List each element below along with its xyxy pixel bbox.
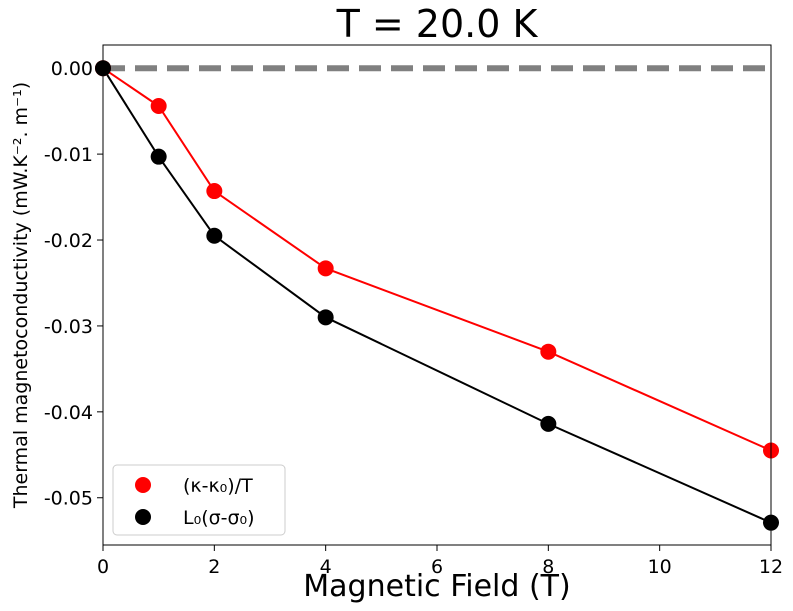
series-1-point xyxy=(540,415,557,432)
series-0-point xyxy=(540,343,557,360)
y-tick-label: -0.04 xyxy=(44,402,93,424)
y-axis-label: Thermal magnetoconductivity (mW.K⁻². m⁻¹… xyxy=(10,82,32,509)
series-1-point xyxy=(206,227,223,244)
series-0-point xyxy=(150,97,167,114)
x-tick-label: 12 xyxy=(759,556,783,578)
x-tick-label: 0 xyxy=(97,556,109,578)
legend-box xyxy=(112,464,286,536)
series-line-0 xyxy=(102,67,772,452)
plot-area: 0 2 4 6 8 10 12 0.00 -0.01 -0.02 -0.03 -0.04 -0.05 xyxy=(44,44,783,578)
series-0-point xyxy=(317,260,334,277)
legend-label: L₀(σ-σ₀) xyxy=(183,507,255,529)
legend-marker xyxy=(135,509,151,525)
x-tick-label: 8 xyxy=(542,556,554,578)
y-tick-label: -0.02 xyxy=(44,230,93,252)
legend-marker xyxy=(135,477,151,493)
x-tick-label: 2 xyxy=(208,556,220,578)
series-1-point xyxy=(317,309,334,326)
y-axis-label-group: Thermal magnetoconductivity (mW.K⁻². m⁻¹… xyxy=(10,82,32,509)
x-tick-label: 6 xyxy=(431,556,443,578)
y-tick-label: -0.05 xyxy=(44,488,93,510)
chart-title: T = 20.0 K xyxy=(336,2,539,46)
x-axis-label: Magnetic Field (T) xyxy=(303,569,570,604)
x-tick-label: 10 xyxy=(648,556,672,578)
x-tick-label: 4 xyxy=(320,556,332,578)
legend-label: (κ-κ₀)/T xyxy=(183,475,253,497)
series-line-1 xyxy=(102,67,772,524)
y-tick-label: -0.03 xyxy=(44,316,93,338)
legend: (κ-κ₀)/T L₀(σ-σ₀) xyxy=(112,464,286,536)
y-tick-label: -0.01 xyxy=(44,144,93,166)
y-tick-label: 0.00 xyxy=(51,58,93,80)
series-1-point xyxy=(150,148,167,165)
series-0-point xyxy=(206,183,223,200)
